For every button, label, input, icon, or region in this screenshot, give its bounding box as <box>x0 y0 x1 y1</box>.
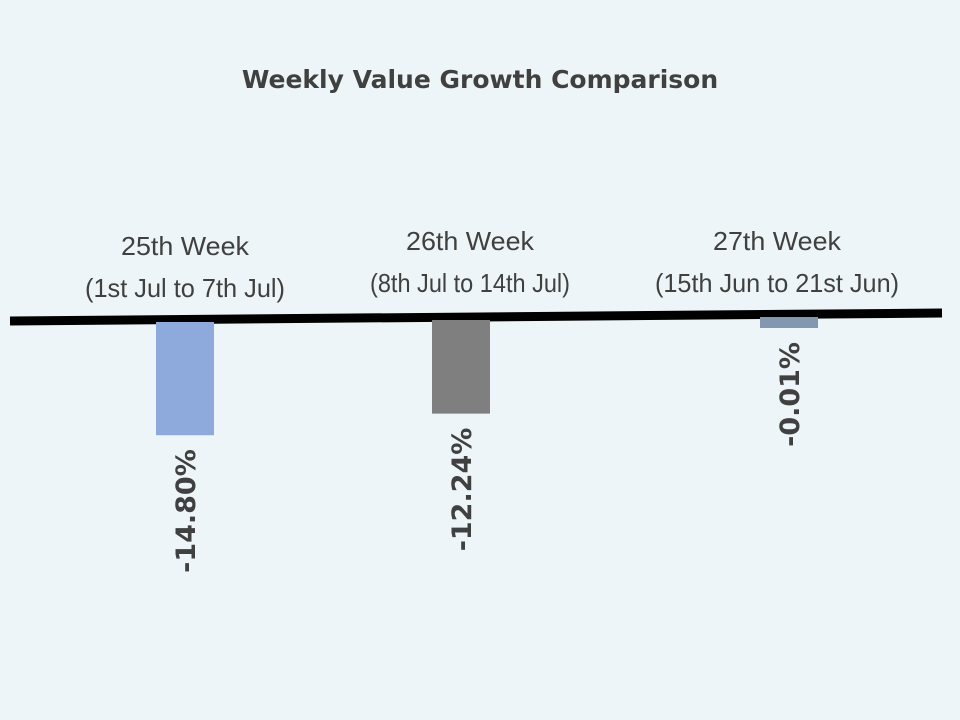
data-label: -0.01% <box>775 342 806 447</box>
bar-2 <box>432 320 490 414</box>
bar-3 <box>760 317 818 328</box>
category-label: 26th Week <box>406 226 535 256</box>
category-label: 25th Week <box>121 231 250 261</box>
zero-axis-line <box>9 308 943 326</box>
bar-1 <box>156 322 214 436</box>
category-label: (8th Jul to 14th Jul) <box>370 268 570 298</box>
chart-title: Weekly Value Growth Comparison <box>242 65 718 94</box>
category-label: (15th Jun to 21st Jun) <box>655 268 899 298</box>
data-label: -12.24% <box>447 428 478 552</box>
category-label: 27th Week <box>713 226 842 256</box>
category-label: (1st Jul to 7th Jul) <box>85 273 285 303</box>
data-label: -14.80% <box>171 449 202 573</box>
